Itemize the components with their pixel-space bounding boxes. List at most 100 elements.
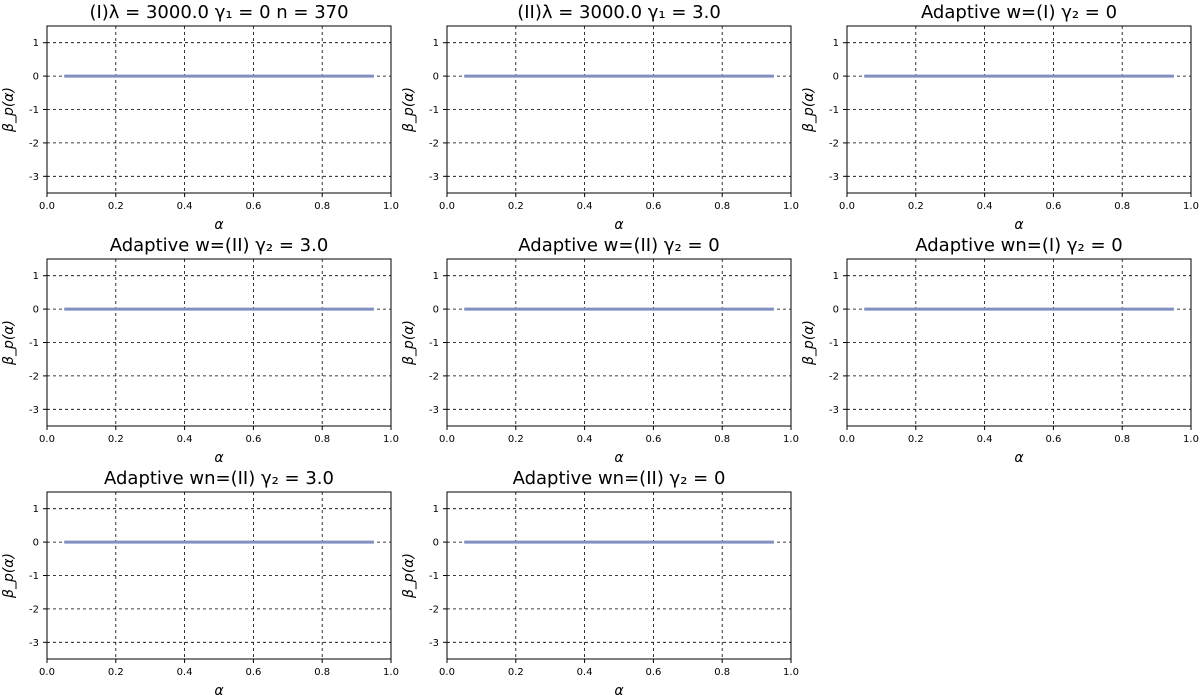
y-tick-label: -3 <box>829 172 839 183</box>
x-tick-label: 0.2 <box>508 201 524 212</box>
y-tick-label: -2 <box>429 604 439 615</box>
y-tick-label: -3 <box>429 405 439 416</box>
x-tick-label: 0.8 <box>314 201 330 212</box>
x-tick-label: 1.0 <box>383 201 399 212</box>
x-tick-label: 0.2 <box>108 434 124 445</box>
subplot-title: Adaptive wn=(I) γ₂ = 0 <box>915 235 1123 256</box>
subplot-title: Adaptive wn=(II) γ₂ = 3.0 <box>104 468 334 489</box>
y-tick-label: -3 <box>429 172 439 183</box>
y-axis-label: β_p(α) <box>801 87 817 133</box>
subplot-2: (II)λ = 3000.0 γ₁ = 3.0 0.0 0.2 0.4 0.6 0.8 1.… <box>401 2 799 233</box>
subplot-title: Adaptive wn=(II) γ₂ = 0 <box>513 468 726 489</box>
x-axis-label: α <box>614 450 624 466</box>
y-tick-label: -3 <box>429 638 439 649</box>
y-tick-label: -2 <box>829 138 839 149</box>
subplot-title: Adaptive w=(II) γ₂ = 0 <box>518 235 719 256</box>
y-tick-label: -1 <box>429 105 439 116</box>
x-axis-label: α <box>614 683 624 699</box>
x-tick-label: 0.0 <box>439 667 455 678</box>
y-tick-label: -2 <box>429 138 439 149</box>
x-tick-label: 1.0 <box>1183 434 1199 445</box>
x-tick-label: 0.6 <box>1045 434 1061 445</box>
x-tick-label: 0.4 <box>977 434 993 445</box>
plot-frame <box>446 25 792 194</box>
y-tick-label: 0 <box>33 72 39 83</box>
x-tick-label: 0.8 <box>714 667 730 678</box>
y-axis-label: β_p(α) <box>1 553 17 599</box>
x-tick-label: 0.8 <box>714 434 730 445</box>
x-tick-label: 0.0 <box>39 434 55 445</box>
y-axis-label: β_p(α) <box>801 320 817 366</box>
y-tick-label: 0 <box>833 72 839 83</box>
y-tick-label: 1 <box>433 271 439 282</box>
subplot-title: (I)λ = 3000.0 γ₁ = 0 n = 370 <box>89 2 348 23</box>
y-axis-label: β_p(α) <box>1 87 17 133</box>
y-tick-label: -3 <box>829 405 839 416</box>
plot-frame <box>846 25 1192 194</box>
y-tick-label: -3 <box>29 172 39 183</box>
plot-frame <box>446 258 792 427</box>
subplot-5: Adaptive w=(II) γ₂ = 0 0.0 0.2 0.4 0.6 0.8 1.0… <box>401 235 799 466</box>
subplot-8: Adaptive wn=(II) γ₂ = 0 0.0 0.2 0.4 0.6 0.8 1.… <box>401 468 799 699</box>
y-tick-label: -2 <box>29 371 39 382</box>
subplot-1: (I)λ = 3000.0 γ₁ = 0 n = 370 0.0 0.2 0.4 0.6… <box>1 2 399 233</box>
y-tick-label: -1 <box>29 105 39 116</box>
x-tick-label: 0.6 <box>245 201 261 212</box>
x-tick-label: 0.6 <box>245 667 261 678</box>
x-tick-label: 0.2 <box>908 434 924 445</box>
subplot-4: Adaptive w=(II) γ₂ = 3.0 0.0 0.2 0.4 0.6 0.8 1… <box>1 235 399 466</box>
subplot-title: (II)λ = 3000.0 γ₁ = 3.0 <box>517 2 721 23</box>
x-tick-label: 0.4 <box>177 667 193 678</box>
y-axis-label: β_p(α) <box>1 320 17 366</box>
y-tick-label: 1 <box>33 504 39 515</box>
x-tick-label: 0.8 <box>714 201 730 212</box>
x-tick-label: 1.0 <box>383 434 399 445</box>
x-tick-label: 0.0 <box>839 434 855 445</box>
y-tick-label: 0 <box>33 305 39 316</box>
x-axis-label: α <box>614 217 624 233</box>
y-tick-label: -2 <box>429 371 439 382</box>
subplot-title: Adaptive w=(I) γ₂ = 0 <box>921 2 1117 23</box>
x-tick-label: 0.8 <box>314 434 330 445</box>
subplot-7: Adaptive wn=(II) γ₂ = 3.0 0.0 0.2 0.4 0.6 0.8… <box>1 468 399 699</box>
plot-frame <box>846 258 1192 427</box>
x-tick-label: 0.6 <box>245 434 261 445</box>
y-tick-label: -1 <box>29 571 39 582</box>
y-tick-label: 0 <box>433 72 439 83</box>
x-tick-label: 0.0 <box>39 667 55 678</box>
plot-frame <box>446 491 792 660</box>
y-tick-label: -1 <box>29 338 39 349</box>
x-tick-label: 0.0 <box>439 434 455 445</box>
y-tick-label: 0 <box>33 538 39 549</box>
x-tick-label: 0.6 <box>645 434 661 445</box>
x-tick-label: 1.0 <box>383 667 399 678</box>
y-axis-label: β_p(α) <box>401 553 417 599</box>
x-axis-label: α <box>1014 450 1024 466</box>
subplot-title: Adaptive w=(II) γ₂ = 3.0 <box>110 235 329 256</box>
x-tick-label: 0.2 <box>508 434 524 445</box>
plot-frame <box>46 25 392 194</box>
y-axis-label: β_p(α) <box>401 320 417 366</box>
x-tick-label: 0.4 <box>177 434 193 445</box>
x-tick-label: 0.8 <box>1114 201 1130 212</box>
x-tick-label: 0.4 <box>177 201 193 212</box>
plot-frame <box>46 491 392 660</box>
x-axis-label: α <box>214 217 224 233</box>
x-tick-label: 0.4 <box>977 201 993 212</box>
x-tick-label: 1.0 <box>1183 201 1199 212</box>
x-tick-label: 0.4 <box>577 201 593 212</box>
x-tick-label: 0.8 <box>1114 434 1130 445</box>
x-tick-label: 0.4 <box>577 667 593 678</box>
y-tick-label: -2 <box>829 371 839 382</box>
plot-frame <box>46 258 392 427</box>
y-tick-label: 0 <box>433 305 439 316</box>
x-tick-label: 1.0 <box>783 667 799 678</box>
x-tick-label: 0.4 <box>577 434 593 445</box>
x-tick-label: 0.2 <box>908 201 924 212</box>
y-tick-label: 1 <box>433 38 439 49</box>
y-tick-label: 1 <box>33 38 39 49</box>
y-tick-label: 0 <box>833 305 839 316</box>
x-tick-label: 0.6 <box>645 201 661 212</box>
x-tick-label: 0.0 <box>39 201 55 212</box>
y-axis-label: β_p(α) <box>401 87 417 133</box>
